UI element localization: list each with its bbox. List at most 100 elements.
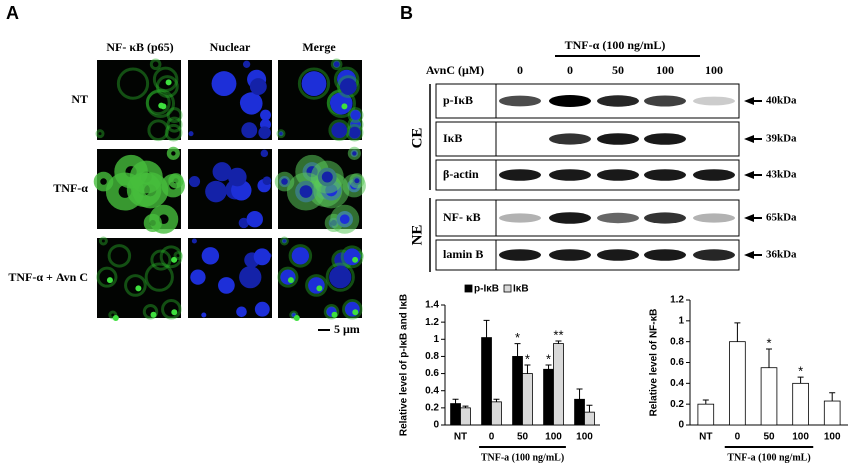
y-tick-label: 0.4 xyxy=(670,378,684,389)
band xyxy=(499,249,541,261)
cytoplasm xyxy=(323,304,340,320)
band xyxy=(597,212,639,224)
y-tick-label: 0.8 xyxy=(670,336,684,347)
y-axis-label: Relative level of NF-κB xyxy=(649,309,660,417)
nucleus xyxy=(258,126,271,139)
x-tick-label: 100 xyxy=(576,432,593,443)
cytoplasm xyxy=(166,146,180,160)
band xyxy=(693,96,735,106)
y-tick-label: 0 xyxy=(678,420,684,431)
granule xyxy=(106,277,113,284)
band-label: NF- κB xyxy=(443,210,481,224)
band xyxy=(693,169,735,181)
nucleus xyxy=(254,301,270,317)
x-tick-label: 100 xyxy=(824,432,841,443)
bar xyxy=(450,403,461,426)
value-label: * xyxy=(525,351,530,366)
cytoplasm xyxy=(142,304,159,320)
arrow xyxy=(744,135,762,143)
granule xyxy=(135,285,142,292)
legend-swatch xyxy=(464,284,473,293)
bar xyxy=(460,407,471,426)
nucleus xyxy=(201,247,220,265)
nucleus xyxy=(329,265,352,289)
treatment-label: TNF-α (100 ng/mL) xyxy=(565,38,666,52)
bar xyxy=(823,400,841,426)
cytoplasm xyxy=(330,58,343,71)
row-label: NT xyxy=(71,92,88,106)
band xyxy=(644,133,686,145)
y-tick-label: 0.8 xyxy=(425,351,439,362)
cytoplasm xyxy=(168,173,184,189)
x-tick-label: NT xyxy=(699,432,712,443)
cytoplasm xyxy=(149,204,179,234)
error-bar xyxy=(555,340,562,344)
scale-bar-label: 5 μm xyxy=(334,322,360,336)
kda-label: 65kDa xyxy=(766,212,797,224)
nucleus xyxy=(242,60,251,68)
bar xyxy=(729,341,746,426)
bar xyxy=(553,343,564,426)
kda-label: 36kDa xyxy=(766,249,797,261)
nucleus xyxy=(227,167,247,187)
column-header: NF- κB (p65) xyxy=(106,40,173,54)
cytoplasm xyxy=(116,67,150,100)
arrow xyxy=(744,214,762,222)
nucleus xyxy=(191,238,197,244)
error-bar xyxy=(545,364,552,370)
cytoplasm xyxy=(325,262,355,292)
band xyxy=(499,95,541,107)
cytoplasm xyxy=(152,66,179,93)
y-tick-label: 0 xyxy=(433,420,439,431)
cytoplasm xyxy=(93,171,114,192)
cytoplasm xyxy=(107,244,132,268)
x-tick-label: 100 xyxy=(545,432,562,443)
granule xyxy=(171,309,178,316)
error-bar xyxy=(797,376,804,384)
cytoplasm xyxy=(149,58,162,71)
cytoplasm xyxy=(145,90,171,116)
y-tick-label: 0.2 xyxy=(425,402,439,413)
y-tick-label: 0.6 xyxy=(670,357,684,368)
nucleus xyxy=(262,176,272,186)
cytoplasm xyxy=(96,266,118,288)
value-label: * xyxy=(546,351,551,366)
nucleus xyxy=(260,109,272,121)
kda-label: 43kDa xyxy=(766,169,797,181)
bar xyxy=(584,411,595,426)
nucleus xyxy=(260,149,269,158)
band xyxy=(693,213,735,223)
cytoplasm xyxy=(164,123,183,142)
cytoplasm xyxy=(277,266,299,288)
error-bar xyxy=(576,388,583,400)
bar xyxy=(697,403,715,426)
error-bar xyxy=(514,343,521,357)
error-bar xyxy=(462,405,469,408)
error-bar xyxy=(452,398,459,404)
cytoplasm xyxy=(147,119,170,142)
cytoplasm xyxy=(173,251,183,261)
micrograph xyxy=(97,60,181,140)
nucleus xyxy=(239,265,262,289)
bar xyxy=(491,401,502,426)
cytoplasm xyxy=(95,129,105,139)
y-axis-label: Relative level of p-IκB and IκB xyxy=(399,294,410,436)
cytoplasm xyxy=(288,244,313,268)
granule xyxy=(112,315,119,321)
row-label: TNF-α xyxy=(53,181,88,195)
band xyxy=(644,169,686,181)
bar xyxy=(481,337,492,426)
fraction-label: CE xyxy=(409,128,425,149)
cytoplasm xyxy=(274,171,295,192)
x-tick-label: 100 xyxy=(792,432,809,443)
cytoplasm xyxy=(297,67,331,100)
nucleus xyxy=(348,126,361,139)
nucleus xyxy=(343,248,361,266)
band xyxy=(597,169,639,181)
nucleus xyxy=(188,131,194,137)
granule xyxy=(160,103,167,110)
x-axis-label: TNF-a (100 ng/mL) xyxy=(481,452,564,463)
value-label: * xyxy=(515,330,520,345)
band xyxy=(549,212,591,224)
y-tick-label: 0.2 xyxy=(670,399,684,410)
